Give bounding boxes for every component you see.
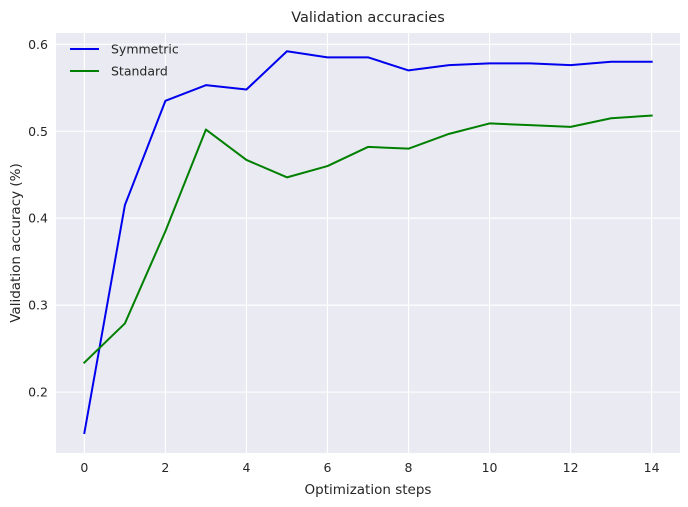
grid: [56, 33, 680, 453]
legend-label-standard: Standard: [111, 64, 168, 79]
x-axis-label: Optimization steps: [305, 482, 432, 498]
legend: Symmetric Standard: [70, 42, 179, 79]
y-axis-label: Validation accuracy (%): [8, 163, 24, 323]
series-line-symmetric: [83, 50, 653, 435]
y-tick-label: 0.5: [28, 124, 48, 139]
tick-labels: 0 2 4 6 8 10 12 14 0.2 0.3 0.4 0.5 0.6: [28, 37, 660, 475]
series-layer: [82, 50, 653, 435]
x-tick-label: 4: [242, 460, 250, 475]
y-tick-label: 0.4: [28, 211, 48, 226]
x-tick-label: 14: [644, 460, 660, 475]
y-tick-label: 0.2: [28, 385, 48, 400]
y-tick-label: 0.6: [28, 37, 48, 52]
x-tick-label: 8: [405, 460, 413, 475]
x-tick-label: 6: [324, 460, 332, 475]
series-line-standard: [82, 114, 653, 364]
plot-area: [56, 33, 680, 453]
legend-label-symmetric: Symmetric: [111, 42, 179, 57]
chart-title: Validation accuracies: [291, 10, 445, 26]
x-tick-label: 10: [482, 460, 498, 475]
y-tick-label: 0.3: [28, 298, 48, 313]
x-tick-label: 0: [80, 460, 88, 475]
x-tick-label: 2: [161, 460, 169, 475]
x-tick-label: 12: [563, 460, 579, 475]
